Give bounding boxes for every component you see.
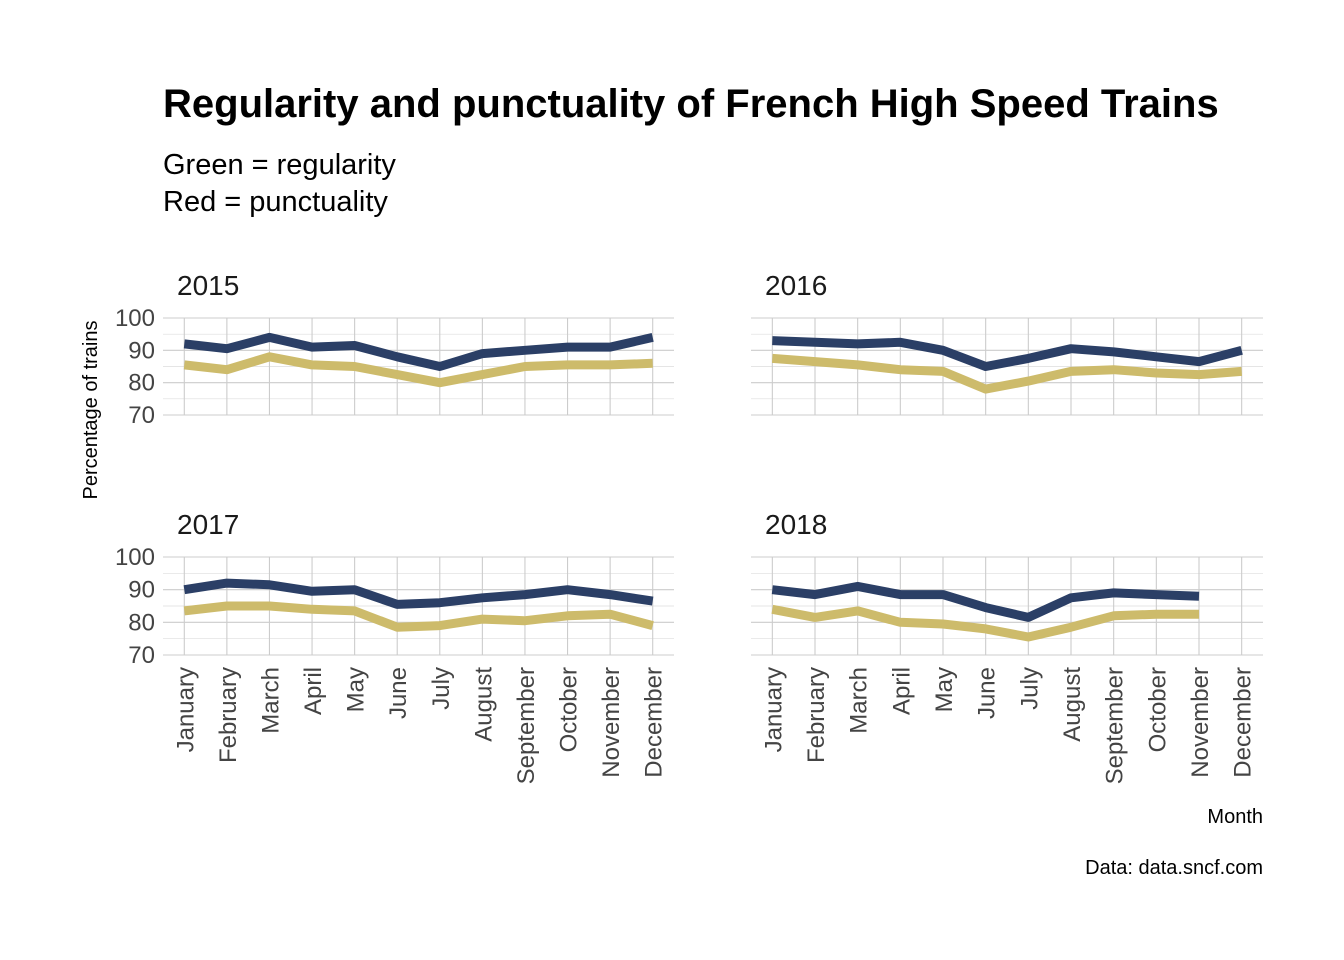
- x-tick-label: April: [300, 667, 327, 715]
- series-line-regularity: [183, 578, 654, 609]
- x-tick-label: October: [556, 667, 583, 752]
- x-tick-label: July: [1016, 667, 1043, 710]
- y-tick-label: 70: [128, 642, 155, 669]
- chart-subtitle-line-2: Red = punctuality: [163, 186, 388, 218]
- x-tick-label: August: [470, 667, 497, 742]
- x-tick-label: October: [1144, 667, 1171, 752]
- series-line-regularity: [772, 336, 1243, 371]
- y-tick-label: 100: [115, 544, 155, 571]
- facet-label: 2017: [177, 509, 239, 540]
- x-tick-label: September: [1102, 667, 1129, 784]
- series-line-regularity: [183, 332, 654, 371]
- x-tick-label: March: [846, 667, 873, 734]
- x-tick-label: June: [385, 667, 412, 719]
- facet-label: 2016: [765, 270, 827, 301]
- x-tick-label: February: [803, 667, 830, 763]
- facet-panel-2017: 2017 70 80 90 100 January February March April Ma…: [115, 509, 674, 784]
- facet-panel-2018: 2018 January February March April May June July…: [751, 509, 1263, 784]
- series-line-regularity: [771, 581, 1200, 622]
- series-line-punctuality: [771, 353, 1243, 394]
- data-source-caption: Data: data.sncf.com: [1085, 857, 1263, 879]
- x-tick-label: August: [1059, 667, 1086, 742]
- x-tick-label: May: [931, 667, 958, 712]
- chart-title: Regularity and punctuality of French Hig…: [163, 82, 1219, 126]
- series-line-punctuality: [183, 352, 653, 388]
- chart-subtitle-line-1: Green = regularity: [163, 149, 396, 181]
- x-tick-label: July: [428, 667, 455, 710]
- x-axis-title: Month: [1207, 806, 1263, 828]
- facet-panel-2015: 2015 70 80 90 100: [115, 270, 674, 429]
- facet-panels: 2015 70 80 90 100 2016 2017 70 80 90 100 January Feb…: [115, 270, 1263, 784]
- facet-label: 2015: [177, 270, 239, 301]
- x-tick-label: November: [598, 667, 625, 778]
- series-line-punctuality: [771, 604, 1199, 642]
- x-tick-label: December: [641, 667, 668, 778]
- x-tick-label: December: [1230, 667, 1257, 778]
- facet-panel-2016: 2016: [751, 270, 1263, 416]
- y-tick-label: 70: [128, 402, 155, 429]
- y-tick-label: 80: [128, 609, 155, 636]
- y-tick-label: 100: [115, 305, 155, 332]
- x-tick-label: April: [888, 667, 915, 715]
- x-tick-label: June: [974, 667, 1001, 719]
- x-tick-label: May: [343, 667, 370, 712]
- x-tick-label: September: [513, 667, 540, 784]
- y-tick-label: 80: [128, 370, 155, 397]
- x-tick-label: March: [257, 667, 284, 734]
- x-tick-label: November: [1187, 667, 1214, 778]
- y-tick-label: 90: [128, 577, 155, 604]
- series-line-punctuality: [183, 601, 654, 632]
- y-tick-label: 90: [128, 337, 155, 364]
- x-tick-label: January: [760, 667, 787, 752]
- x-tick-label: February: [215, 667, 242, 763]
- facet-label: 2018: [765, 509, 827, 540]
- x-tick-label: January: [172, 667, 199, 752]
- y-axis-title: Percentage of trains: [80, 321, 102, 500]
